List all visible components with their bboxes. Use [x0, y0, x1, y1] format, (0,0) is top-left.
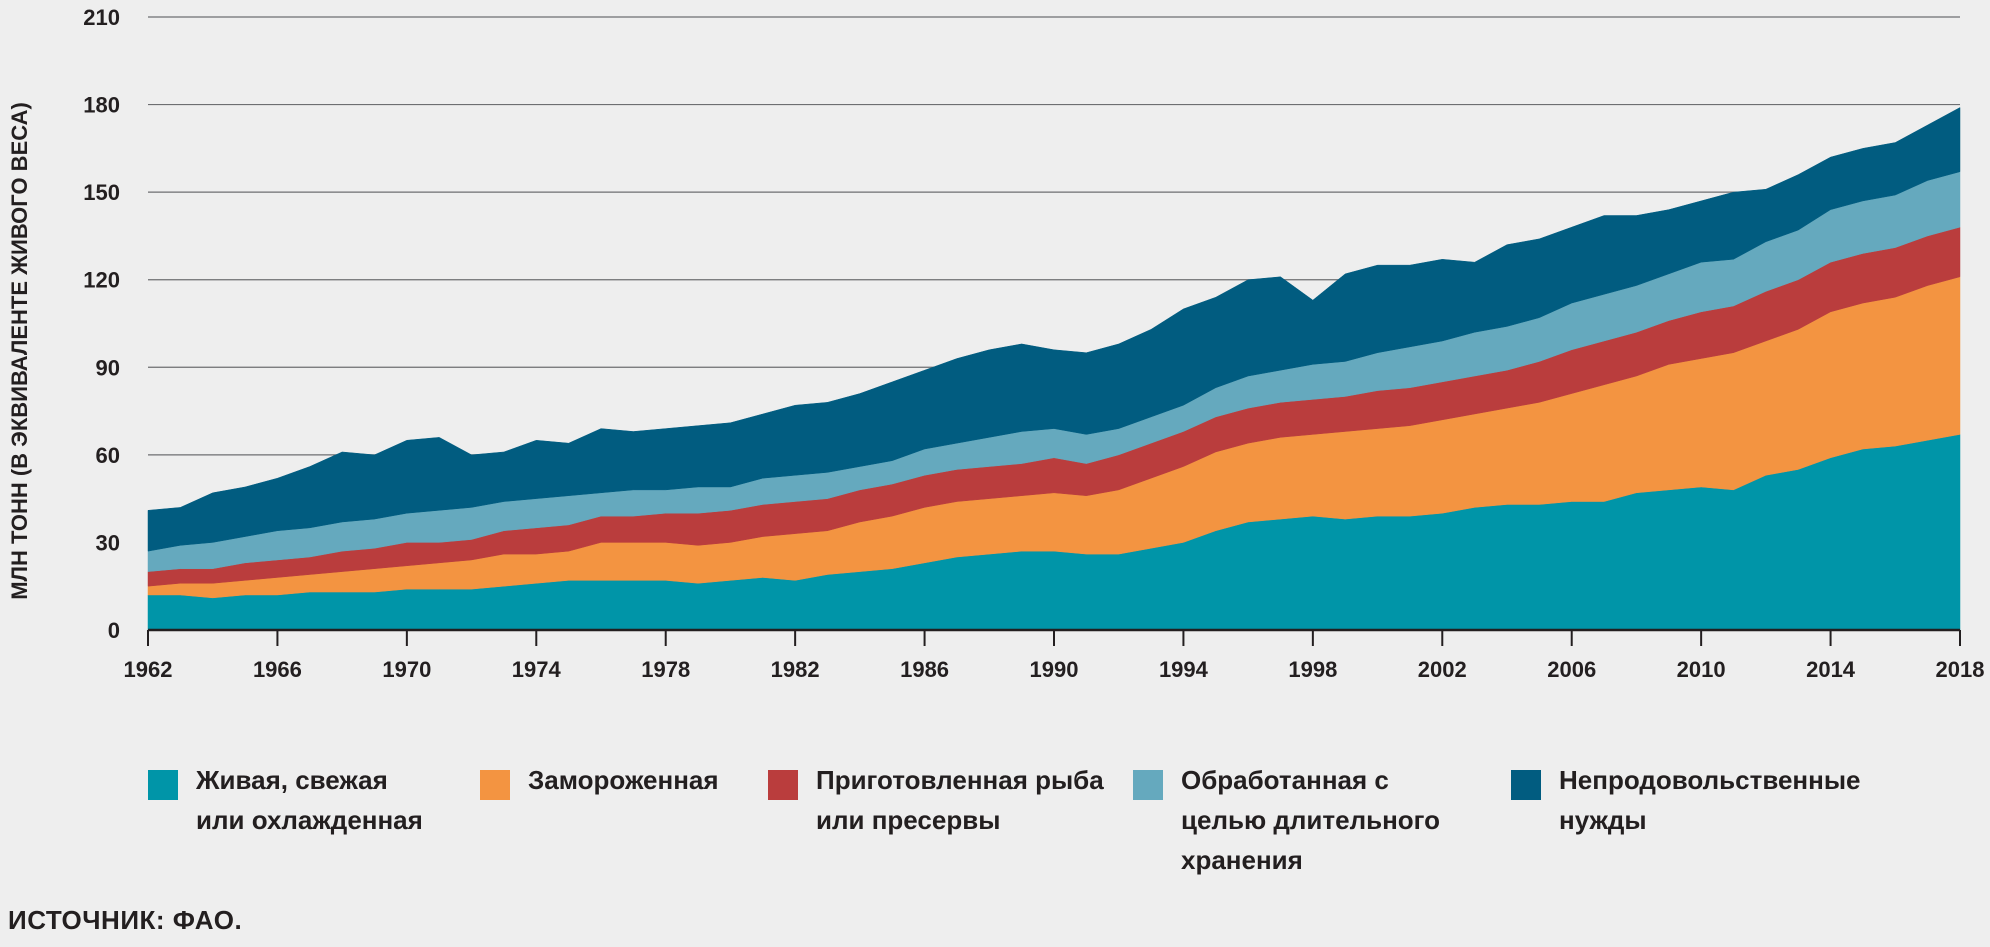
- legend-label-fresh: Живая, свежая или охлажденная: [196, 765, 423, 835]
- x-tick-label-1974: 1974: [512, 657, 562, 682]
- y-tick-label-60: 60: [96, 443, 120, 468]
- y-tick-label-30: 30: [96, 530, 120, 555]
- chart-area: 0 30 60 90 120 150 180 210 1962 1966 1970 1974 1978…: [7, 5, 1985, 682]
- x-tick-label-2002: 2002: [1418, 657, 1467, 682]
- legend-swatch-prepared: [768, 770, 798, 800]
- y-axis-label: МЛН ТОНН (В ЭКВИВАЛЕНТЕ ЖИВОГО ВЕСА): [7, 102, 32, 600]
- source-note: ИСТОЧНИК: ФАО.: [8, 905, 243, 935]
- y-tick-label-90: 90: [96, 355, 120, 380]
- x-tick-label-1998: 1998: [1288, 657, 1337, 682]
- x-tick-label-1994: 1994: [1159, 657, 1209, 682]
- legend-label-prepared: Приготовленная рыба или пресервы: [816, 765, 1104, 835]
- legend-label-nonfood: Непродовольственные нужды: [1559, 765, 1861, 835]
- legend-item-prepared: Приготовленная рыба или пресервы: [768, 760, 1133, 880]
- x-tick-label-1990: 1990: [1030, 657, 1079, 682]
- x-tick-label-2006: 2006: [1547, 657, 1596, 682]
- x-axis: 1962 1966 1970 1974 1978 1982 1986 1990 1994 1998…: [124, 628, 1985, 682]
- legend-swatch-frozen: [480, 770, 510, 800]
- x-tick-label-1962: 1962: [124, 657, 173, 682]
- stacked-areas: [147, 107, 1961, 631]
- legend-item-nonfood: Непродовольственные нужды: [1511, 760, 1861, 880]
- legend-swatch-nonfood: [1511, 770, 1541, 800]
- y-tick-label-120: 120: [83, 268, 120, 293]
- y-tick-label-180: 180: [83, 93, 120, 118]
- legend-swatch-cured: [1133, 770, 1163, 800]
- x-tick-label-1970: 1970: [382, 657, 431, 682]
- legend-item-fresh: Живая, свежая или охлажденная: [148, 760, 480, 880]
- legend-item-cured: Обработанная с целью длительного хранени…: [1133, 760, 1511, 880]
- x-tick-label-1978: 1978: [641, 657, 690, 682]
- y-tick-label-0: 0: [108, 618, 120, 643]
- legend: Живая, свежая или охлажденная Замороженн…: [148, 760, 1861, 880]
- y-tick-label-150: 150: [83, 180, 120, 205]
- y-tick-label-210: 210: [83, 5, 120, 30]
- legend-label-frozen: Замороженная: [528, 765, 719, 795]
- x-tick-label-1966: 1966: [253, 657, 302, 682]
- x-tick-label-1986: 1986: [900, 657, 949, 682]
- x-tick-label-2010: 2010: [1677, 657, 1726, 682]
- x-tick-label-2014: 2014: [1806, 657, 1856, 682]
- x-tick-label-2018: 2018: [1936, 657, 1985, 682]
- y-axis-ticks: 0 30 60 90 120 150 180 210: [83, 5, 120, 643]
- area-series-5: [147, 107, 1961, 552]
- legend-label-cured: Обработанная с целью длительного хранени…: [1181, 765, 1441, 875]
- legend-swatch-fresh: [148, 770, 178, 800]
- x-tick-label-1982: 1982: [771, 657, 820, 682]
- legend-item-frozen: Замороженная: [480, 760, 768, 880]
